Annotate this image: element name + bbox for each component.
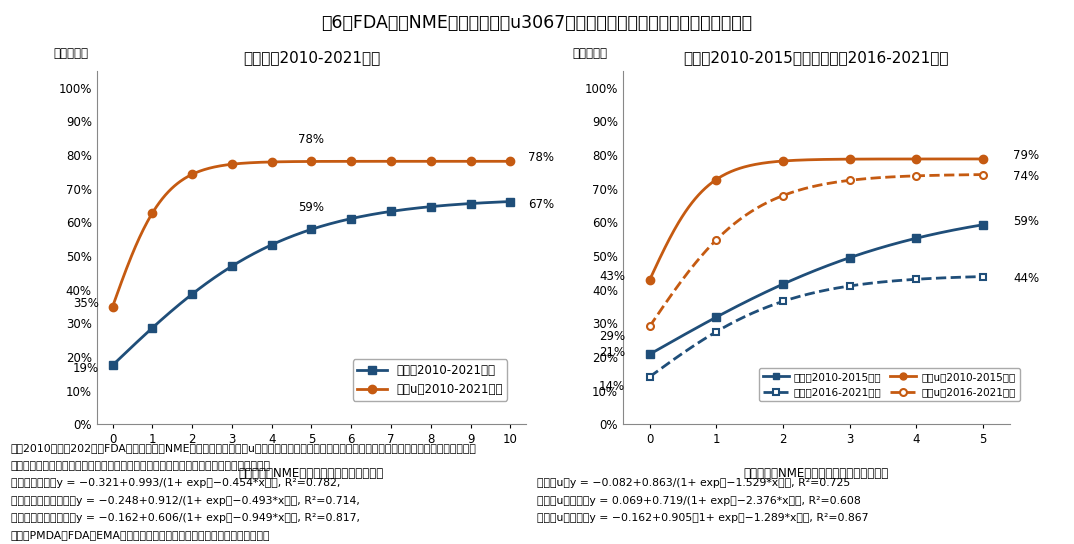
Text: ・欧州u＿前期：y = 0.069+0.719/(1+ exp（−2.376*x））, R²=0.608: ・欧州u＿前期：y = 0.069+0.719/(1+ exp（−2.376*x… (537, 496, 860, 505)
Text: 出所：PMDA、FDA、EMAの各公開情報をもとに医薬産業政策研究所にて作成: 出所：PMDA、FDA、EMAの各公開情報をもとに医薬産業政策研究所にて作成 (11, 530, 271, 540)
Title: 全期間（2010-2021年）: 全期間（2010-2021年） (243, 51, 380, 65)
Text: ・欧州u：y = −0.082+0.863/(1+ exp（−1.529*x））, R²=0.725: ・欧州u：y = −0.082+0.863/(1+ exp（−1.529*x））… (537, 478, 851, 488)
Text: ・欧州u＿後期：y = −0.162+0.905（1+ exp（−1.289*x））, R²=0.867: ・欧州u＿後期：y = −0.162+0.905（1+ exp（−1.289*x… (537, 513, 869, 523)
Text: （承認率）: （承認率） (572, 47, 608, 60)
Text: 29%: 29% (599, 330, 625, 343)
Text: （年；米国NME初承認年からの経過年数）: （年；米国NME初承認年からの経過年数） (238, 467, 384, 480)
Text: 14%: 14% (599, 380, 625, 393)
Legend: 日本（2010-2015年）, 日本（2016-2021年）, 欧州u（2010-2015年）, 欧州u（2016-2021年）: 日本（2010-2015年）, 日本（2016-2021年）, 欧州u（2010… (758, 368, 1020, 401)
Text: （年；米国NME初承認年からの経過年数）: （年；米国NME初承認年からの経過年数） (743, 467, 889, 480)
Text: ・日本＿後期：y = −0.162+0.606/(1+ exp（−0.949*x））, R²=0.817,: ・日本＿後期：y = −0.162+0.606/(1+ exp（−0.949*x… (11, 513, 360, 523)
Text: 44%: 44% (1013, 272, 1039, 285)
Text: 79%: 79% (1013, 149, 1039, 162)
Text: （承認率）: （承認率） (54, 47, 89, 60)
Text: 左図　・日本：y = −0.321+0.993/(1+ exp（−0.454*x））, R²=0.782,: 左図 ・日本：y = −0.321+0.993/(1+ exp（−0.454*x… (11, 478, 340, 488)
Text: 74%: 74% (1013, 170, 1039, 183)
Legend: 日本（2010-2021年）, 欧州u（2010-2021年）: 日本（2010-2021年）, 欧州u（2010-2021年） (352, 360, 508, 401)
Text: 43%: 43% (599, 270, 625, 283)
Title: 前期（2010-2015年）と後期（2016-2021年）: 前期（2010-2015年）と後期（2016-2021年） (683, 51, 949, 65)
Text: 78%: 78% (299, 133, 324, 146)
Text: 21%: 21% (599, 346, 625, 359)
Text: 右図　・日本＿前期：y = −0.248+0.912/(1+ exp（−0.493*x））, R²=0.714,: 右図 ・日本＿前期：y = −0.248+0.912/(1+ exp（−0.49… (11, 496, 360, 505)
Text: 19%: 19% (73, 362, 99, 375)
Text: 59%: 59% (299, 201, 324, 214)
Text: 35%: 35% (73, 297, 99, 310)
Text: 78%: 78% (528, 151, 554, 164)
Text: 図6　FDA承認NMEの日本と欧州u3067の承認率の比較（ロジスティック曲線）: 図6 FDA承認NMEの日本と欧州u3067の承認率の比較（ロジスティック曲線） (321, 14, 753, 32)
Text: 67%: 67% (528, 199, 554, 212)
Text: 分析を実施した。本グラフは下記の推計されたロジスティック曲線によって描いている。: 分析を実施した。本グラフは下記の推計されたロジスティック曲線によって描いている。 (11, 461, 271, 471)
Text: 注：2010年から202年にFDAで承認されたNMEについて日本と欧州uでの累積承認率の動向に関するパネルデータを作成し、ロジスティック回帰: 注：2010年から202年にFDAで承認されたNMEについて日本と欧州uでの累積… (11, 443, 477, 453)
Text: 59%: 59% (1013, 215, 1039, 228)
